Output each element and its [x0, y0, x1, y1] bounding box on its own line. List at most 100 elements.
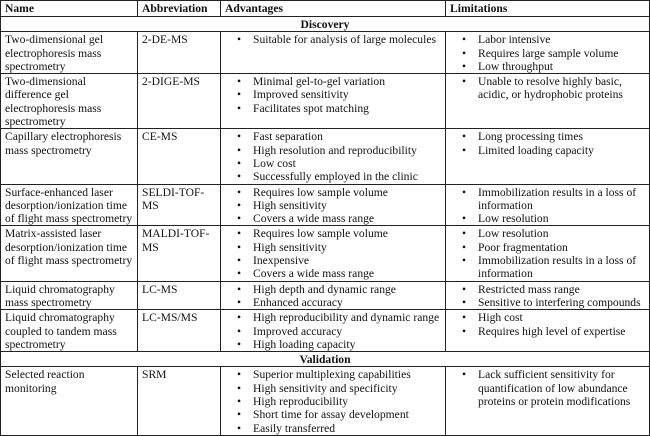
header-advantages: Advantages	[220, 0, 446, 17]
section-title: Discovery	[0, 15, 650, 33]
cell-limitations: Lack sufficient sensitivity for quantifi…	[445, 366, 650, 436]
cell-limitations: Restricted mass rangeSensitive to interf…	[445, 280, 650, 311]
table-row: Liquid chromatography mass spectrometry L…	[0, 280, 650, 311]
limitations-list: Unable to resolve highly basic, acidic, …	[450, 75, 645, 102]
limitations-list: Lack sufficient sensitivity for quantifi…	[450, 368, 645, 408]
list-item: Restricted mass range	[462, 283, 645, 297]
cell-name: Two-dimensional difference gel electroph…	[0, 73, 138, 130]
list-item: Requires high level of expertise	[462, 325, 645, 339]
cell-advantages: Requires low sample volumeHigh sensitivi…	[220, 225, 446, 282]
advantages-list: Minimal gel-to-gel variationImproved sen…	[225, 75, 441, 115]
list-item: Facilitates spot matching	[237, 102, 441, 116]
cell-limitations: Low resolutionPoor fragmentationImmobili…	[445, 225, 650, 282]
header-row: Name Abbreviation Advantages Limitations	[0, 0, 650, 17]
table-row: Liquid chromatography coupled to tandem …	[0, 309, 650, 353]
list-item: Improved sensitivity	[237, 88, 441, 102]
list-item: High depth and dynamic range	[237, 283, 441, 297]
header-abbreviation: Abbreviation	[137, 0, 221, 17]
cell-advantages: High depth and dynamic rangeEnhanced acc…	[220, 280, 446, 311]
advantages-list: Requires low sample volumeHigh sensitivi…	[225, 227, 441, 280]
list-item: Low throughput	[462, 60, 645, 74]
list-item: Low resolution	[462, 227, 645, 241]
cell-name: Liquid chromatography coupled to tandem …	[0, 309, 138, 353]
list-item: Successfully employed in the clinic	[237, 170, 441, 184]
cell-limitations: Long processing timesLimited loading cap…	[445, 128, 650, 185]
cell-advantages: Superior multiplexing capabilitiesHigh s…	[220, 366, 446, 436]
limitations-list: Immobilization results in a loss of info…	[450, 186, 645, 226]
list-item: Sensitive to interfering compounds	[462, 296, 645, 310]
list-item: Inexpensive	[237, 254, 441, 268]
cell-abbreviation: LC-MS/MS	[137, 309, 221, 353]
table-row: Capillary electrophoresis mass spectrome…	[0, 128, 650, 185]
table-row: Two-dimensional gel electrophoresis mass…	[0, 31, 650, 75]
cell-limitations: Unable to resolve highly basic, acidic, …	[445, 73, 650, 130]
table-row: Matrix-assisted laser desorption/ionizat…	[0, 225, 650, 282]
cell-abbreviation: SRM	[137, 366, 221, 436]
list-item: Improved accuracy	[237, 325, 441, 339]
list-item: Low resolution	[462, 212, 645, 226]
list-item: Fast separation	[237, 130, 441, 144]
list-item: Covers a wide mass range	[237, 212, 441, 226]
advantages-list: Suitable for analysis of large molecules	[225, 33, 441, 47]
limitations-list: Labor intensiveRequires large sample vol…	[450, 33, 645, 73]
list-item: Unable to resolve highly basic, acidic, …	[462, 75, 645, 102]
list-item: High loading capacity	[237, 338, 441, 352]
cell-limitations: High costRequires high level of expertis…	[445, 309, 650, 353]
limitations-list: Long processing timesLimited loading cap…	[450, 130, 645, 157]
cell-limitations: Immobilization results in a loss of info…	[445, 183, 650, 227]
cell-abbreviation: CE-MS	[137, 128, 221, 185]
cell-name: Selected reaction monitoring	[0, 366, 138, 436]
list-item: Limited loading capacity	[462, 144, 645, 158]
advantages-list: High reproducibility and dynamic rangeIm…	[225, 311, 441, 351]
list-item: Lack sufficient sensitivity for quantifi…	[462, 368, 645, 408]
cell-name: Two-dimensional gel electrophoresis mass…	[0, 31, 138, 75]
cell-abbreviation: LC-MS	[137, 280, 221, 311]
cell-name: Surface-enhanced laser desorption/ioniza…	[0, 183, 138, 227]
cell-advantages: Minimal gel-to-gel variationImproved sen…	[220, 73, 446, 130]
section-row: Discovery	[0, 15, 650, 33]
list-item: Suitable for analysis of large molecules	[237, 33, 441, 47]
list-item: Requires low sample volume	[237, 186, 441, 200]
cell-abbreviation: 2-DIGE-MS	[137, 73, 221, 130]
list-item: Poor fragmentation	[462, 241, 645, 255]
section-title: Validation	[0, 351, 650, 368]
list-item: Requires low sample volume	[237, 227, 441, 241]
cell-name: Capillary electrophoresis mass spectrome…	[0, 128, 138, 185]
limitations-list: Low resolutionPoor fragmentationImmobili…	[450, 227, 645, 280]
list-item: High reproducibility	[237, 395, 441, 409]
list-item: Covers a wide mass range	[237, 267, 441, 281]
limitations-list: Restricted mass rangeSensitive to interf…	[450, 283, 645, 310]
cell-advantages: High reproducibility and dynamic rangeIm…	[220, 309, 446, 353]
cell-name: Liquid chromatography mass spectrometry	[0, 280, 138, 311]
advantages-list: Superior multiplexing capabilitiesHigh s…	[225, 368, 441, 436]
list-item: Enhanced accuracy	[237, 296, 441, 310]
list-item: Long processing times	[462, 130, 645, 144]
list-item: High sensitivity and specificity	[237, 382, 441, 396]
cell-abbreviation: MALDI-TOF-MS	[137, 225, 221, 282]
list-item: Low cost	[237, 157, 441, 171]
cell-name: Matrix-assisted laser desorption/ionizat…	[0, 225, 138, 282]
list-item: Immobilization results in a loss of info…	[462, 254, 645, 281]
list-item: Labor intensive	[462, 33, 645, 47]
cell-abbreviation: SELDI-TOF-MS	[137, 183, 221, 227]
list-item: High reproducibility and dynamic range	[237, 311, 441, 325]
table-body: Discovery Two-dimensional gel electrophor…	[0, 15, 650, 436]
list-item: High sensitivity	[237, 241, 441, 255]
cell-abbreviation: 2-DE-MS	[137, 31, 221, 75]
limitations-list: High costRequires high level of expertis…	[450, 311, 645, 338]
advantages-list: High depth and dynamic rangeEnhanced acc…	[225, 283, 441, 310]
section-row: Validation	[0, 351, 650, 368]
list-item: Immobilization results in a loss of info…	[462, 186, 645, 213]
list-item: Easily transferred	[237, 422, 441, 436]
cell-limitations: Labor intensiveRequires large sample vol…	[445, 31, 650, 75]
cell-advantages: Fast separationHigh resolution and repro…	[220, 128, 446, 185]
table-row: Two-dimensional difference gel electroph…	[0, 73, 650, 130]
table-row: Selected reaction monitoringSRMSuperior …	[0, 366, 650, 436]
header-limitations: Limitations	[445, 0, 650, 17]
list-item: High sensitivity	[237, 199, 441, 213]
list-item: Requires large sample volume	[462, 47, 645, 61]
list-item: Minimal gel-to-gel variation	[237, 75, 441, 89]
list-item: High cost	[462, 311, 645, 325]
cell-advantages: Suitable for analysis of large molecules	[220, 31, 446, 75]
